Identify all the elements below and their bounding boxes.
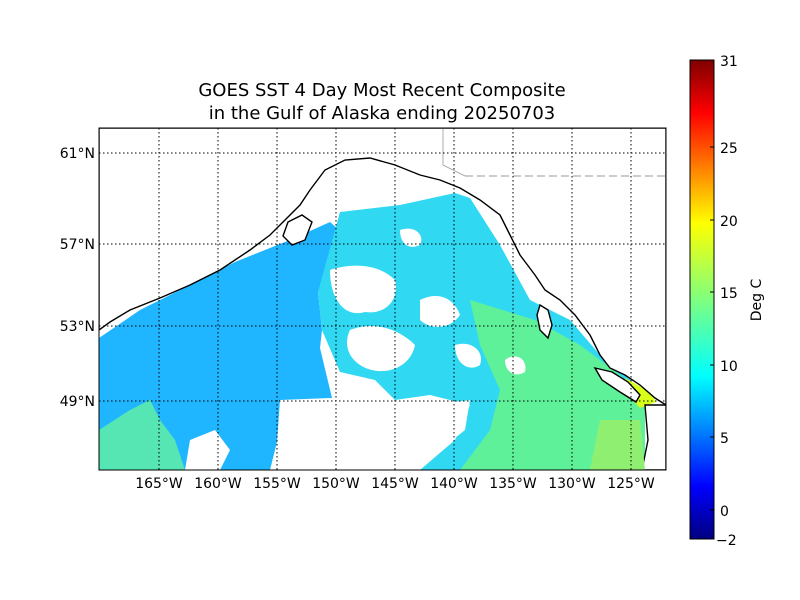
map-title-line-1: GOES SST 4 Day Most Recent Composite <box>198 80 566 101</box>
lat-lon-gridlines <box>99 128 666 470</box>
kodiak-island <box>282 214 313 246</box>
colorbar-tick-20: 20 <box>720 214 738 230</box>
alaska-landmass <box>99 128 666 406</box>
lon-label-125w: 125°W <box>607 476 655 492</box>
lon-label-130w: 130°W <box>548 476 596 492</box>
lon-label-140w: 140°W <box>430 476 478 492</box>
lon-label-160w: 160°W <box>194 476 242 492</box>
colorbar-ticks <box>710 59 714 540</box>
colorbar-label: Deg C <box>749 279 765 322</box>
lon-label-145w: 145°W <box>371 476 419 492</box>
lat-label-61: 61°N <box>60 146 95 162</box>
lon-label-155w: 155°W <box>253 476 301 492</box>
colorbar <box>689 59 715 540</box>
colorbar-tick-15: 15 <box>720 286 738 302</box>
washington-coast <box>641 404 666 470</box>
lon-label-150w: 150°W <box>312 476 360 492</box>
lon-label-165w: 165°W <box>135 476 183 492</box>
map-panel <box>99 128 666 470</box>
lat-label-53: 53°N <box>60 319 95 335</box>
lon-label-135w: 135°W <box>489 476 537 492</box>
colorbar-tick-25: 25 <box>720 141 738 157</box>
sst-coverage-southwest <box>99 400 185 470</box>
lat-label-57: 57°N <box>60 237 95 253</box>
haida-gwaii <box>536 303 553 340</box>
colorbar-tick-31: 31 <box>720 54 738 70</box>
map-title-line-2: in the Gulf of Alaska ending 20250703 <box>208 103 556 124</box>
colorbar-tick-minus2: −2 <box>716 533 737 549</box>
colorbar-tick-5: 5 <box>720 431 729 447</box>
vancouver-island <box>593 366 641 403</box>
colorbar-tick-0: 0 <box>720 504 729 520</box>
colorbar-tick-10: 10 <box>720 359 738 375</box>
cloud-mask <box>185 228 526 470</box>
lat-label-49: 49°N <box>60 394 95 410</box>
canada-us-border-vertical <box>442 128 466 177</box>
map-frame <box>98 127 667 471</box>
